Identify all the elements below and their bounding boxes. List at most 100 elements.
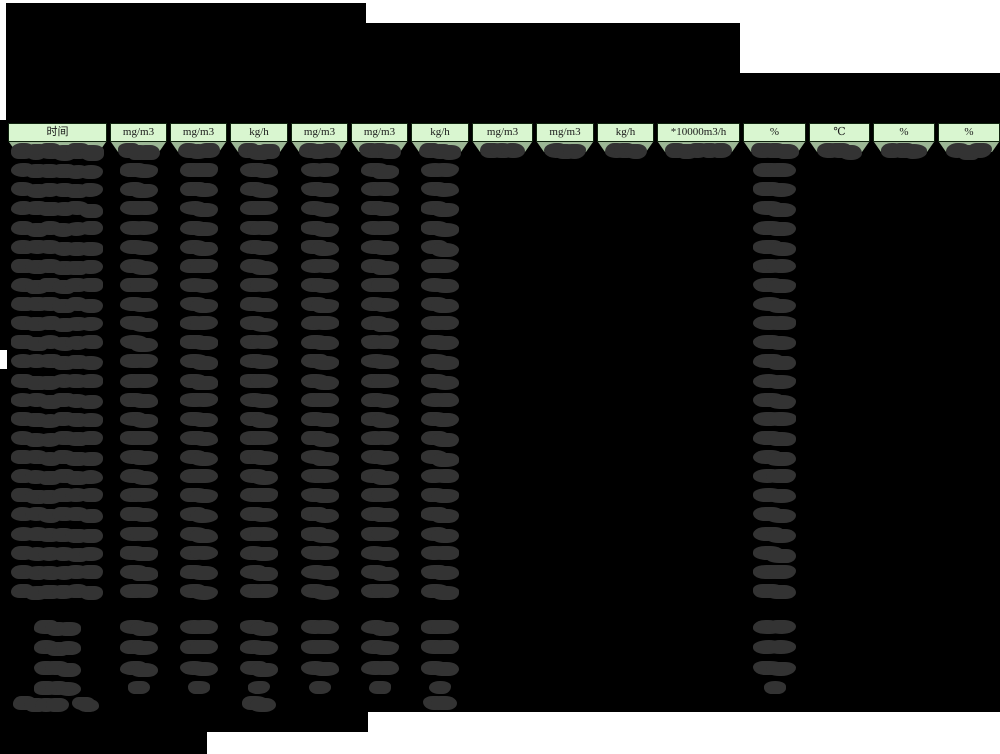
redacted-value — [240, 660, 278, 678]
redacted-value — [360, 526, 399, 542]
redacted-value — [240, 315, 278, 332]
redacted-value — [240, 373, 278, 389]
redacted-value — [179, 449, 218, 467]
redacted-value — [816, 142, 863, 160]
redacted-value — [753, 393, 796, 410]
redacted-value — [753, 335, 796, 350]
redacted-value — [179, 392, 218, 408]
redacted-value — [360, 619, 399, 636]
redacted-value — [753, 315, 796, 331]
redacted-value — [418, 142, 462, 160]
redacted-value — [179, 639, 218, 655]
redacted-value — [179, 315, 218, 331]
redacted-value — [753, 354, 796, 370]
redacted-value — [240, 583, 278, 599]
redacted-value — [360, 506, 399, 522]
redacted-summary-label — [34, 639, 81, 656]
header-cell-unit-mgm3-3: mg/m3 — [291, 123, 348, 142]
redacted-value — [179, 220, 218, 237]
redacted-value — [119, 411, 158, 428]
redacted-value — [753, 412, 796, 427]
redacted-value — [421, 296, 459, 314]
redacted-value — [242, 695, 276, 712]
redacted-value — [240, 296, 278, 312]
redacted-value — [753, 450, 796, 467]
redacted-footer-label — [13, 695, 69, 713]
redacted-value — [753, 546, 796, 563]
redacted-value — [360, 545, 399, 562]
redacted-value — [119, 277, 158, 293]
redacted-value — [421, 468, 459, 484]
redacted-value — [300, 564, 339, 580]
redacted-value — [179, 277, 218, 294]
redacted-value — [179, 239, 218, 257]
redacted-value — [119, 619, 158, 636]
redacted-value — [421, 411, 459, 427]
redacted-value — [750, 143, 799, 160]
redacted-table-top-block — [6, 73, 1000, 120]
redacted-value — [300, 258, 339, 274]
redacted-value — [300, 181, 339, 197]
redacted-value — [543, 142, 587, 159]
redacted-value — [479, 142, 526, 159]
redacted-value — [179, 506, 218, 524]
redacted-value — [179, 564, 218, 580]
header-cell-unit-kgh-2: kg/h — [411, 123, 469, 142]
redacted-value — [119, 660, 158, 678]
redacted-timestamp — [11, 373, 103, 391]
redacted-value — [360, 220, 399, 236]
redacted-value — [360, 200, 399, 216]
redacted-value — [421, 277, 459, 294]
redacted-value — [753, 240, 796, 257]
header-cell-unit-mgm3-6: mg/m3 — [536, 123, 594, 142]
redacted-value — [179, 353, 218, 370]
redacted-value — [763, 681, 786, 695]
redacted-timestamp — [11, 200, 103, 218]
redacted-value — [421, 220, 459, 237]
redacted-summary-label — [34, 680, 81, 696]
redacted-value — [421, 373, 459, 390]
redacted-timestamp — [11, 220, 103, 238]
redacted-value — [753, 507, 796, 523]
redacted-summary-label — [34, 619, 81, 637]
redacted-value — [179, 526, 218, 543]
redacted-value — [179, 468, 218, 484]
redacted-value — [880, 143, 928, 160]
redacted-value — [300, 619, 339, 635]
redacted-value — [753, 221, 796, 237]
redacted-value — [753, 431, 796, 447]
redacted-value — [753, 259, 796, 274]
redacted-value — [360, 583, 399, 599]
redacted-value — [119, 449, 158, 465]
redacted-value — [240, 392, 278, 408]
redacted-value — [300, 583, 339, 600]
redacted-timestamp — [11, 411, 103, 429]
redacted-value — [240, 220, 278, 236]
redacted-value — [308, 680, 331, 695]
redacted-value — [421, 200, 459, 217]
redacted-value — [119, 162, 158, 179]
redacted-value — [179, 411, 218, 427]
redacted-value — [421, 430, 459, 447]
redacted-value — [753, 278, 796, 293]
redacted-value — [240, 277, 278, 293]
redacted-value — [240, 200, 278, 216]
redacted-footer-block — [0, 712, 368, 732]
redacted-value — [119, 296, 158, 312]
redacted-value — [300, 220, 339, 237]
redacted-timestamp — [11, 142, 104, 161]
header-cell-unit-mgm3-2: mg/m3 — [170, 123, 227, 142]
redacted-value — [421, 334, 459, 351]
redacted-value — [119, 200, 158, 216]
redacted-value — [187, 680, 210, 695]
redacted-title-block — [6, 3, 366, 23]
redacted-value — [300, 526, 339, 543]
redacted-value — [240, 334, 278, 350]
redacted-timestamp — [11, 334, 103, 351]
redacted-timestamp — [11, 353, 103, 370]
redacted-value — [300, 430, 339, 447]
redacted-value — [753, 620, 796, 635]
header-cell-unit-kgh-1: kg/h — [230, 123, 288, 142]
redacted-value — [240, 239, 278, 255]
redacted-value — [240, 639, 278, 656]
